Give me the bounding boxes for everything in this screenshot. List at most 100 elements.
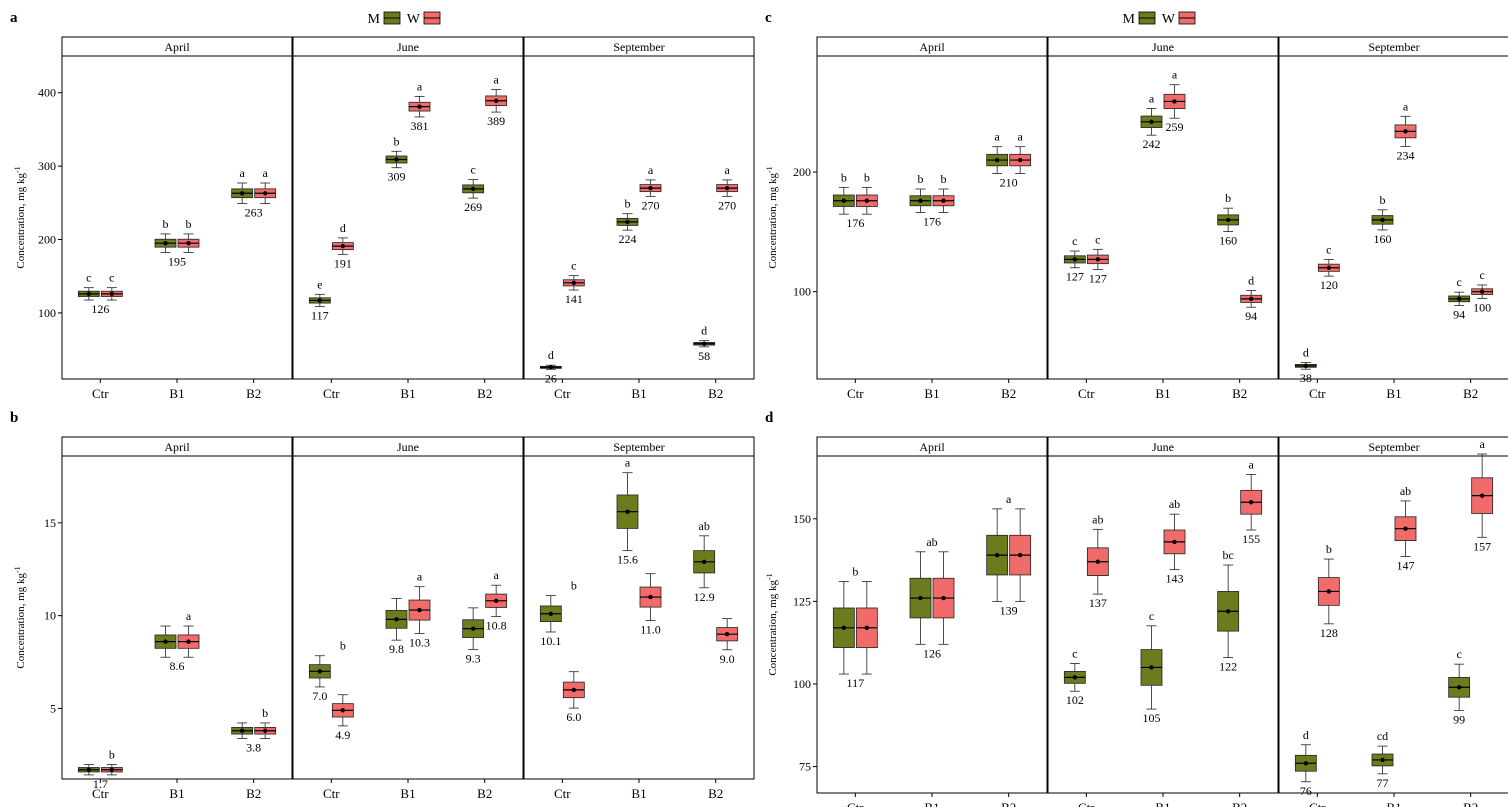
box-W [100,764,123,776]
box-W [639,179,662,197]
box-M [1217,207,1240,233]
x-tick-label: Ctr [1078,800,1095,807]
box-M [308,655,331,688]
box-mean-point [186,639,191,644]
y-tick-label: 100 [793,285,811,299]
significance-letter: c [109,271,114,285]
y-tick-label: 100 [38,306,56,320]
x-tick-label: B1 [924,800,939,807]
box-mean-point [941,595,946,601]
y-tick-label: 100 [793,677,811,691]
box-W [177,625,200,658]
value-label: 126 [923,646,941,660]
significance-letter: d [701,324,707,338]
box-mean-point [1456,685,1462,690]
box-W [716,618,739,651]
value-label: 263 [245,206,263,220]
box-W [562,671,585,709]
box-mean-point [1172,99,1177,104]
significance-letter: a [1172,68,1178,82]
facet-september: September Ctr d b 76 128 B1 cd ab 77 147 B2 c a 99 157 [1278,436,1508,807]
box-mean-point [1095,257,1101,262]
significance-letter: c [1480,268,1485,282]
value-label: 100 [1473,300,1491,314]
box-mean-point [1095,559,1101,564]
box-M [1140,107,1163,136]
facet-april: April Ctr c c 126 B1 b b 195 B2 a a 263 [61,36,293,401]
significance-letter: b [852,565,858,579]
significance-letter: c [471,163,476,177]
significance-letter: b [109,748,115,762]
box-mean-point [918,198,923,203]
significance-letter: c [1326,242,1331,256]
box-M [1217,564,1240,658]
facet-title: April [919,40,945,54]
significance-letter: b [262,706,268,720]
value-label: 10.1 [540,634,561,648]
significance-letter: c [571,259,576,273]
box-W [1086,248,1109,270]
x-tick-label: Ctr [1309,386,1326,401]
significance-letter: ab [699,519,710,533]
x-tick-label: Ctr [1078,386,1095,401]
box-mean-point [1072,257,1078,262]
box-M [462,607,485,650]
box-mean-point [724,185,730,191]
box-W [1317,558,1340,625]
box-mean-point [1225,609,1231,614]
y-tick-label: 150 [793,512,811,526]
box-mean-point [1017,552,1023,558]
value-label: 1.7 [93,777,108,791]
box-M [77,764,100,776]
box-W [932,188,955,213]
box-mean-point [1072,675,1078,680]
box-mean-point [625,219,630,225]
panel-d: d Concentration, mg kg-1 75 100 125 150 April C… [765,410,1508,807]
box-mean-point [394,617,399,622]
box-W [1394,500,1417,557]
box-mean-point [470,186,476,192]
box-mean-point [317,669,323,674]
value-label: 176 [846,216,864,230]
value-label: 157 [1473,539,1491,553]
value-label: 270 [642,198,660,212]
value-label: 10.3 [409,635,430,649]
x-tick-label: B1 [924,386,939,401]
box-mean-point [1456,296,1462,302]
panel-label: d [765,410,774,426]
value-label: 11.0 [640,622,661,636]
box-W [485,89,508,113]
value-label: 139 [1000,603,1018,617]
value-label: 76 [1300,784,1312,798]
significance-letter: c [1457,275,1462,289]
box-W [331,694,354,727]
significance-letter: b [1225,191,1231,205]
significance-letter: a [186,609,192,623]
box-W [1086,528,1109,595]
box-M [462,179,485,199]
x-tick-label: B2 [246,786,261,801]
y-tick-label: 125 [793,594,811,608]
y-tick-label: 5 [50,701,56,715]
facet-title: September [1368,440,1419,454]
facet-title: April [919,440,945,454]
legend-label-W: W [1162,12,1176,27]
significance-letter: d [340,221,346,235]
box-mean-point [1225,217,1231,223]
box-M [154,233,177,253]
facet-title: September [613,440,664,454]
significance-letter: a [1149,91,1155,105]
x-tick-label: B1 [1155,800,1170,807]
box-M [385,598,408,641]
box-mean-point [1017,157,1023,163]
box-W [177,233,200,253]
facet-title: June [1152,40,1174,54]
box-W [1163,84,1186,119]
significance-letter: b [186,217,192,231]
box-M [832,186,855,215]
value-label: 160 [1219,234,1237,248]
box-W [254,722,277,739]
significance-letter: ab [1400,484,1411,498]
box-mean-point [841,198,847,203]
